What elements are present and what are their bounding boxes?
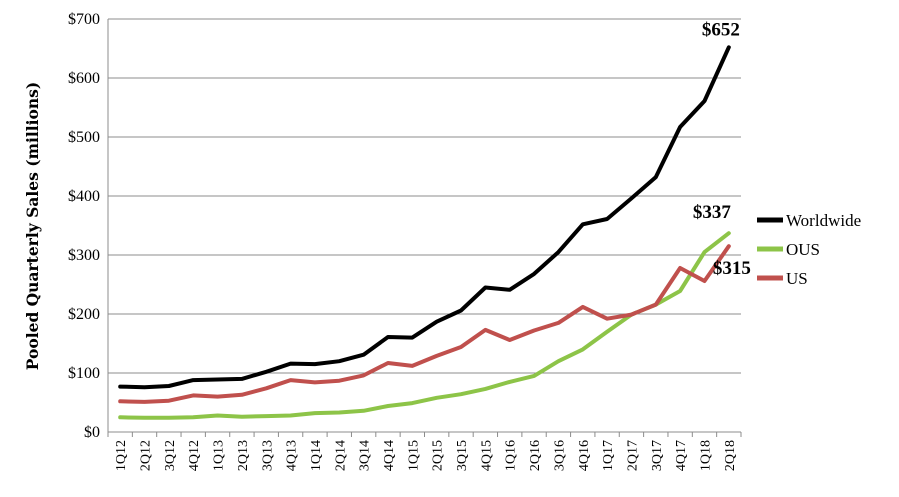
x-tick-label: 4Q17	[674, 440, 689, 471]
y-tick-label: $400	[68, 188, 100, 205]
y-tick-label: $600	[68, 70, 100, 87]
axes	[107, 19, 742, 437]
x-tick-label: 4Q14	[382, 440, 397, 471]
y-axis-label: Pooled Quarterly Sales (millions)	[23, 82, 42, 370]
legend-label-ous: OUS	[786, 240, 820, 259]
x-tick-label: 2Q12	[139, 440, 154, 471]
y-tick-label: $500	[68, 129, 100, 146]
series-line-ous	[118, 231, 731, 420]
y-tick-labels: $0 $100 $200 $300 $400 $500 $600 $700	[68, 11, 100, 441]
legend-label-us: US	[786, 269, 808, 288]
y-tick-label: $300	[68, 247, 100, 264]
x-tick-label: 3Q16	[552, 440, 567, 471]
x-tick-label: 1Q16	[504, 440, 519, 471]
gridlines	[108, 18, 741, 374]
y-tick-label: $100	[68, 365, 100, 382]
x-tick-label: 2Q18	[723, 440, 738, 471]
x-tick-label: 2Q17	[625, 440, 640, 471]
x-tick-label: 4Q13	[285, 440, 300, 471]
legend: Worldwide OUS US	[757, 211, 861, 288]
x-tick-label: 3Q15	[455, 440, 470, 471]
y-tick-label: $0	[84, 424, 100, 441]
x-tick-label: 1Q15	[406, 440, 421, 471]
x-tick-label: 1Q13	[212, 440, 227, 471]
x-tick-label: 1Q12	[114, 440, 129, 471]
x-tick-label: 3Q14	[358, 440, 373, 471]
y-tick-label: $700	[68, 11, 100, 28]
x-tick-label: 1Q14	[309, 440, 324, 471]
series-line-us	[118, 244, 731, 404]
y-tick-label: $200	[68, 306, 100, 323]
x-tick-label: 4Q16	[577, 440, 592, 471]
x-tick-label: 4Q15	[479, 440, 494, 471]
x-tick-label: 3Q12	[163, 440, 178, 471]
x-tick-label: 4Q12	[187, 440, 202, 471]
legend-label-worldwide: Worldwide	[786, 211, 861, 230]
x-tick-labels: 1Q12 2Q12 3Q12 4Q12 1Q13 2Q13 3Q13 4Q13 1Q14 2Q14…	[114, 440, 738, 471]
x-tick-label: 1Q17	[601, 440, 616, 471]
series-line-worldwide	[118, 45, 731, 390]
x-tick-label: 2Q16	[528, 440, 543, 471]
x-tick-label: 3Q13	[260, 440, 275, 471]
x-tick-label: 2Q14	[333, 440, 348, 471]
end-labels: $652 $337 $315	[693, 19, 751, 279]
series-lines	[118, 45, 731, 420]
x-tick-label: 1Q18	[698, 440, 713, 471]
end-label-ous: $337	[693, 202, 732, 223]
x-tick-label: 3Q17	[650, 440, 665, 471]
x-tick-label: 2Q13	[236, 440, 251, 471]
x-tick-label: 2Q15	[431, 440, 446, 471]
end-label-us: $315	[713, 258, 751, 279]
end-label-worldwide: $652	[702, 19, 740, 40]
